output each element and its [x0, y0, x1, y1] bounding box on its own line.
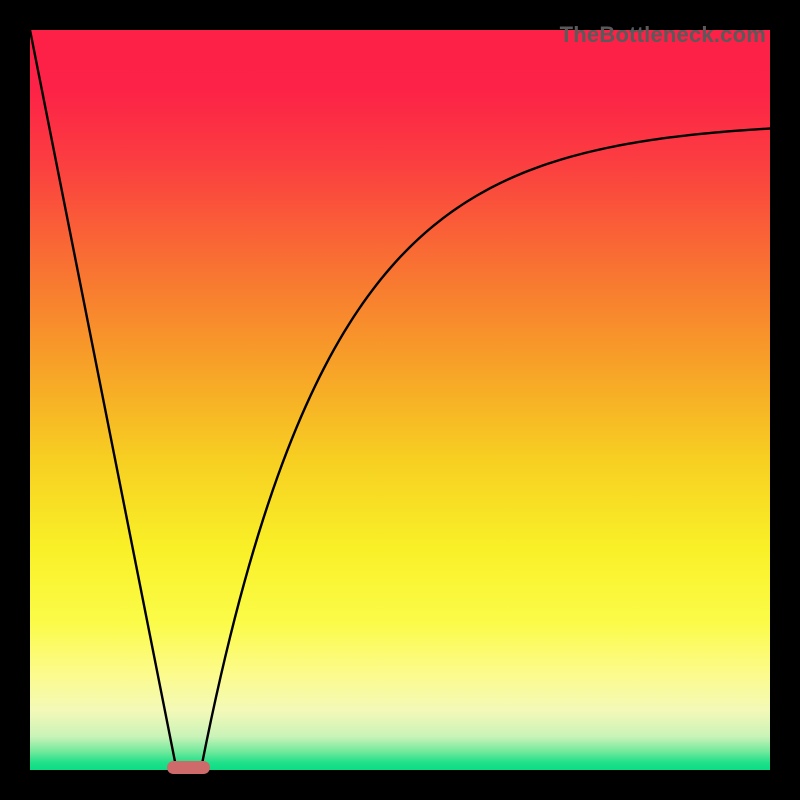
bottleneck-curve [30, 30, 770, 770]
chart-frame: TheBottleneck.com [0, 0, 800, 800]
vertex-marker [167, 761, 210, 774]
plot-area [30, 30, 770, 770]
watermark-text: TheBottleneck.com [560, 22, 766, 48]
